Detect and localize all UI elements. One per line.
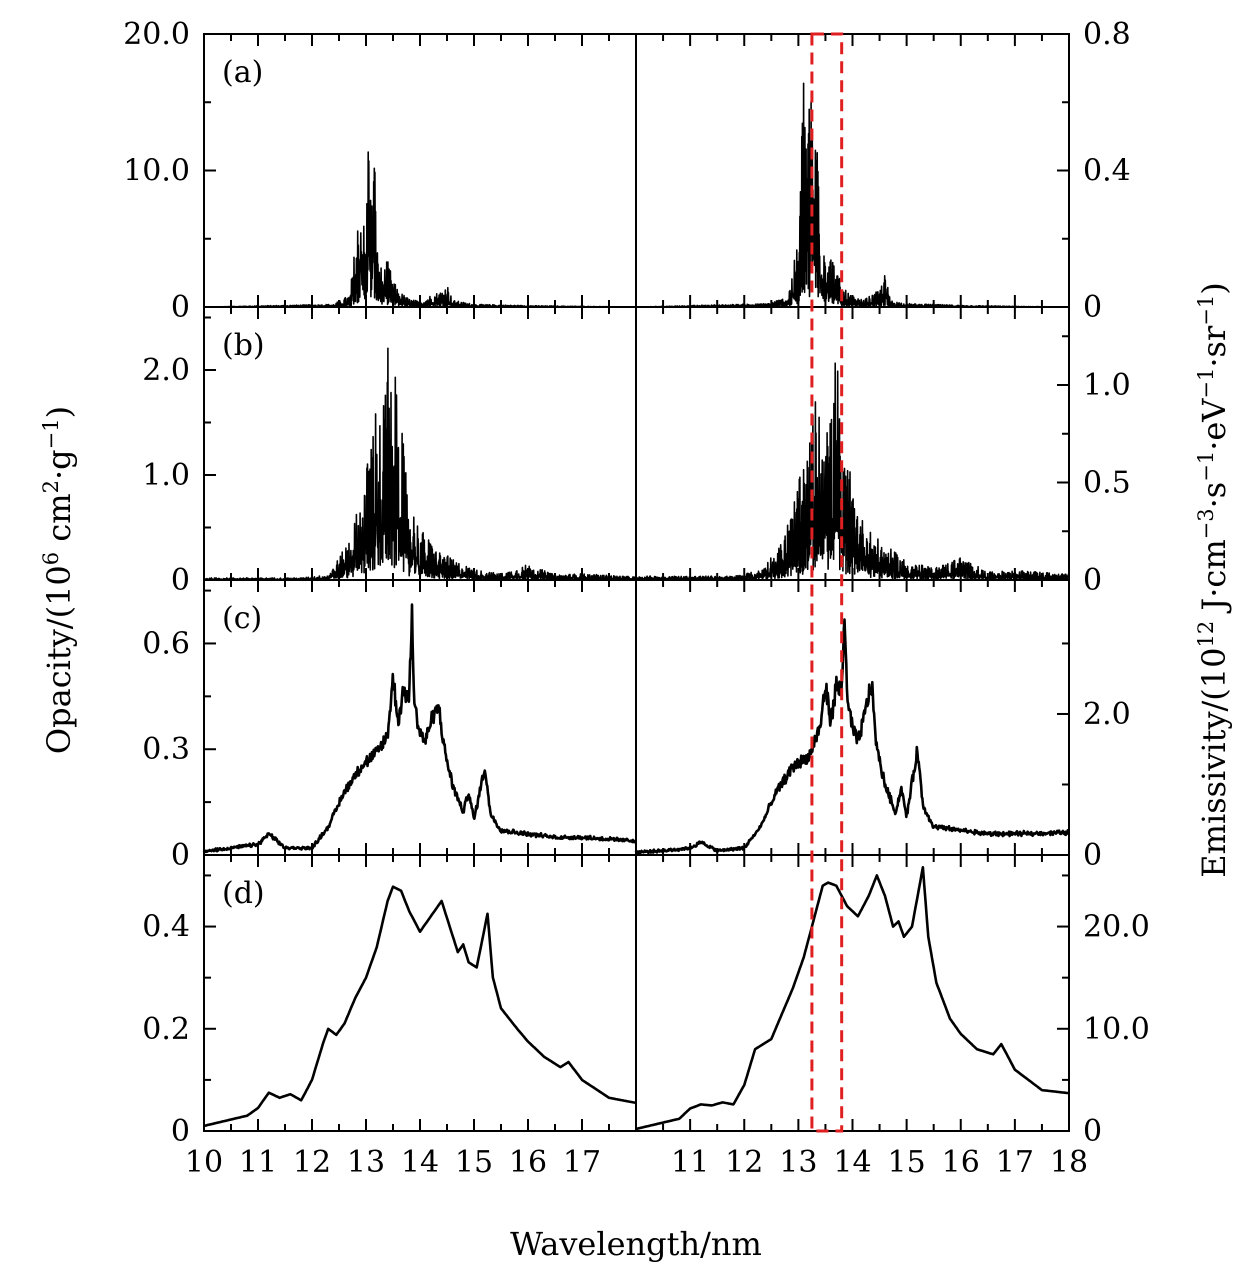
y-tick-label-left: 20.0 — [123, 17, 190, 52]
panel-frame-left — [203, 854, 637, 1132]
opacity-series-line — [203, 347, 637, 581]
x-tick-label-left: 16 — [509, 1145, 547, 1180]
panel-frame-left — [203, 33, 637, 308]
y-tick-label-right: 0 — [1083, 290, 1102, 325]
x-tick-label-left: 15 — [455, 1145, 493, 1180]
x-tick-label-right: 18 — [1050, 1145, 1088, 1180]
y-tick-label-right: 0 — [1083, 563, 1102, 598]
panel-frame-left — [203, 579, 637, 856]
y-tick-label-right: 1.0 — [1083, 368, 1131, 403]
opacity-series-line — [202, 603, 638, 854]
x-tick-label-left: 17 — [563, 1145, 601, 1180]
highlight-band — [810, 32, 844, 1133]
y-tick-label-left: 2.0 — [142, 353, 190, 388]
x-tick-label-left: 11 — [239, 1145, 277, 1180]
panel-frame-right — [635, 33, 1070, 308]
y-tick-label-right: 0.8 — [1083, 17, 1131, 52]
y-tick-label-left: 0 — [171, 290, 190, 325]
emissivity-series-line — [634, 618, 1070, 855]
x-tick-label-right: 14 — [833, 1145, 871, 1180]
y-tick-label-left: 0.3 — [142, 732, 190, 767]
x-tick-label-right: 17 — [996, 1145, 1034, 1180]
y-tick-label-left: 0 — [171, 1114, 190, 1149]
x-tick-label-right: 11 — [671, 1145, 709, 1180]
y-tick-label-left: 10.0 — [123, 154, 190, 189]
opacity-series-line — [203, 151, 637, 308]
x-tick-label-left: 10 — [185, 1145, 223, 1180]
y-axis-title-left: Opacity/(106 cm2·g−1) — [39, 406, 78, 754]
y-tick-label-right: 20.0 — [1083, 910, 1150, 945]
y-tick-label-right: 10.0 — [1083, 1012, 1150, 1047]
x-tick-label-right: 16 — [942, 1145, 980, 1180]
y-tick-label-right: 2.0 — [1083, 697, 1131, 732]
panel-label: (d) — [222, 876, 265, 911]
emissivity-series-line — [635, 82, 1070, 308]
y-tick-label-left: 1.0 — [142, 458, 190, 493]
y-axis-title-right: Emissivity/(1012 J·cm−3·s−1·eV−1·sr−1) — [1194, 282, 1233, 877]
x-tick-label-left: 13 — [347, 1145, 385, 1180]
panel-frame-right — [635, 854, 1070, 1132]
x-tick-label-left: 12 — [293, 1145, 331, 1180]
y-tick-label-right: 0 — [1083, 838, 1102, 873]
x-tick-label-right: 13 — [779, 1145, 817, 1180]
panel-label: (c) — [222, 601, 262, 636]
panel-label: (b) — [222, 328, 265, 363]
opacity-series-line — [203, 885, 637, 1128]
x-tick-label-right: 12 — [725, 1145, 763, 1180]
x-axis-title: Wavelength/nm — [510, 1225, 762, 1263]
y-tick-label-left: 0 — [171, 838, 190, 873]
plot-area: 0 10.0 20.0 0 0.4 0.8 (a) 0 1.0 2.0 0 0.5 1.0 (b) 0 0.3… — [123, 17, 1150, 1180]
y-tick-label-left: 0 — [171, 563, 190, 598]
emissivity-series-line — [635, 866, 1070, 1131]
y-tick-label-left: 0.4 — [142, 910, 190, 945]
y-tick-label-right: 0.4 — [1083, 154, 1131, 189]
y-tick-label-right: 0.5 — [1083, 466, 1131, 501]
x-tick-label-right: 15 — [888, 1145, 926, 1180]
y-tick-label-left: 0.6 — [142, 626, 190, 661]
emissivity-series-line — [635, 362, 1070, 581]
panel-frame-left — [203, 306, 637, 581]
x-tick-label-left: 14 — [401, 1145, 439, 1180]
y-tick-label-right: 0 — [1083, 1114, 1102, 1149]
panel-label: (a) — [222, 55, 263, 90]
y-tick-label-left: 0.2 — [142, 1012, 190, 1047]
